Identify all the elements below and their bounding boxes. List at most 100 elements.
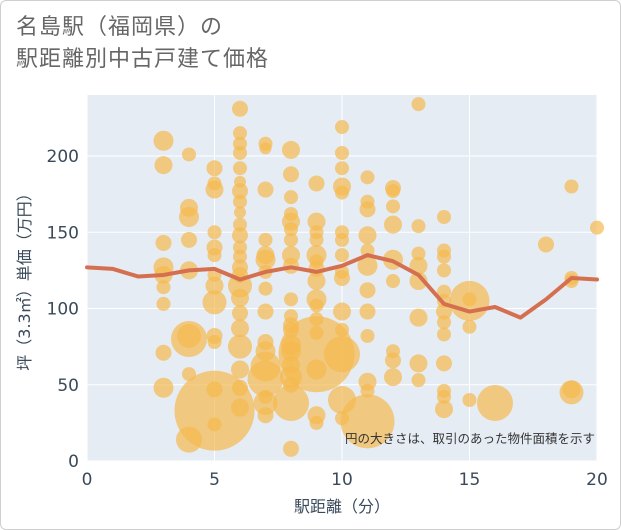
data-bubble [340,394,395,449]
chart-title-line-1: 名島駅（福岡県）の [16,15,224,40]
data-bubble [436,303,452,320]
data-bubble [283,166,299,183]
data-bubble [171,321,207,357]
data-bubble [309,415,324,430]
data-bubble [360,328,375,343]
data-bubble [207,225,222,240]
data-bubble [309,298,324,313]
data-bubble [156,280,171,295]
data-bubble [205,180,224,199]
data-bubble [335,161,349,176]
data-bubble [257,181,274,198]
data-bubble [335,232,349,247]
x-tick-labels: 0 5 10 15 20 [82,470,608,490]
y-tick-label: 100 [47,300,79,320]
data-bubble [153,130,174,151]
data-bubble [232,305,248,322]
data-bubble [411,246,426,261]
data-bubble [462,292,477,307]
y-tick-label: 150 [47,223,79,243]
data-bubble [357,255,378,276]
data-bubble [386,274,400,289]
data-bubble [153,377,174,398]
data-bubble [333,302,351,321]
data-bubble [309,232,324,247]
data-bubble [206,160,223,177]
data-bubble [259,142,272,155]
data-bubble [437,389,451,404]
y-tick-labels: 0 50 100 150 200 [47,147,79,472]
data-bubble [232,100,248,117]
data-bubble [335,145,349,160]
x-tick-label: 0 [82,470,93,490]
data-bubble [155,234,172,251]
data-bubble [232,379,248,396]
data-bubble [411,97,426,112]
data-bubble [477,385,513,422]
data-bubble [307,212,326,231]
data-bubble [282,140,300,159]
bubble-layer [153,97,604,457]
data-bubble [234,206,246,219]
chart-title: 名島駅（福岡県）の 駅距離別中古戸建て価格 [16,12,269,76]
data-bubble [207,248,222,263]
x-axis-title: 駅距離（分） [294,497,390,516]
y-tick-label: 200 [47,147,79,167]
average-line-layer [85,253,599,320]
data-bubble [207,417,222,432]
data-bubble [233,145,247,160]
data-bubble [335,322,349,337]
x-tick-label: 20 [586,470,608,490]
y-tick-label: 0 [68,452,79,472]
data-bubble [233,161,247,176]
data-bubble [409,308,428,327]
data-bubble [409,354,428,373]
data-bubble [247,360,284,397]
data-bubble [384,215,402,234]
data-bubble [559,380,584,405]
data-bubble [462,319,477,334]
data-bubble [360,170,375,185]
data-bubble [181,231,197,248]
data-bubble [437,327,451,342]
data-bubble [335,120,349,135]
data-bubble [284,232,298,247]
data-bubble [359,201,376,218]
x-tick-label: 15 [459,470,481,490]
data-bubble [273,385,309,422]
data-bubble [232,227,248,244]
size-annotation: 円の大きさは、取引のあった物件面積を示す [345,431,595,446]
data-bubble [386,184,400,199]
data-bubble [257,407,274,424]
data-bubble [359,303,376,320]
data-bubble [437,263,451,278]
data-bubble [409,272,428,291]
data-bubble [155,344,172,361]
data-bubble [335,248,349,263]
data-bubble [384,368,402,387]
data-bubble [436,355,452,372]
data-bubble [283,440,299,457]
data-bubble [360,383,375,398]
data-bubble [231,319,249,338]
data-bubble [207,335,222,350]
data-bubble [278,316,355,393]
data-bubble [156,296,171,311]
data-bubble [386,199,400,214]
data-bubble [284,190,298,205]
data-bubble [359,282,376,299]
y-tick-label: 50 [57,376,79,396]
data-bubble [564,179,579,194]
data-bubble [233,194,247,209]
data-bubble [411,373,426,388]
data-bubble [411,219,426,234]
data-bubble [233,126,247,141]
data-bubble [228,334,252,359]
data-bubble [324,336,360,373]
data-bubble [179,207,199,227]
x-tick-label: 5 [209,470,220,490]
data-bubble [284,222,298,237]
data-bubble [437,210,451,224]
chart-title-line-2: 駅距離別中古戸建て価格 [16,47,270,72]
